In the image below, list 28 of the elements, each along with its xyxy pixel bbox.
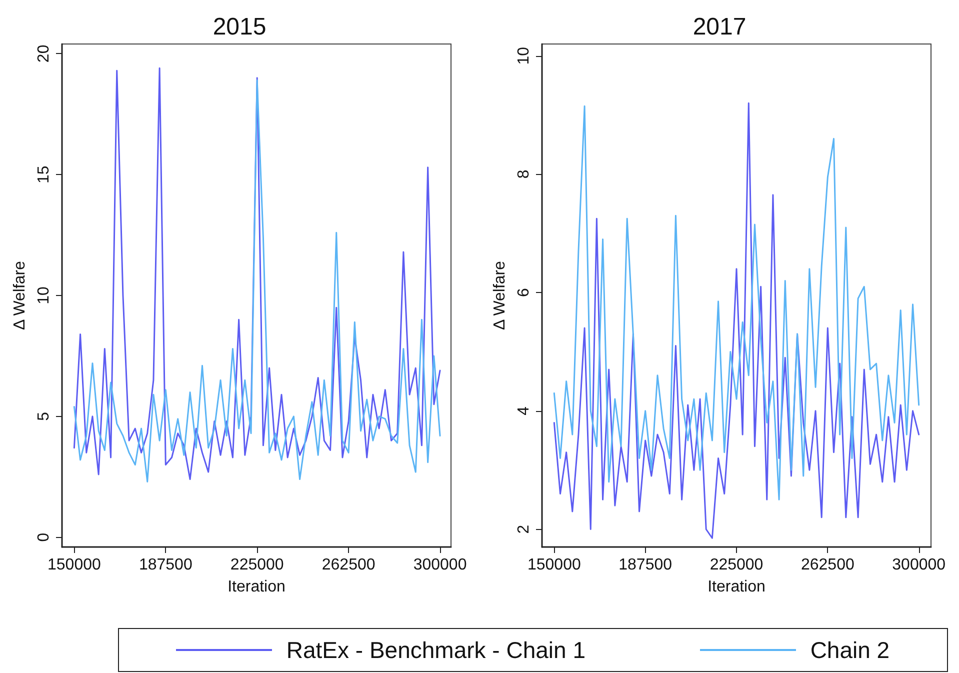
- y-tick-label: 10: [36, 286, 52, 304]
- x-tick-label: 262500: [800, 556, 854, 574]
- x-tick-label: 150000: [527, 556, 581, 574]
- legend-label: Chain 2: [810, 636, 890, 664]
- y-tick-label: 20: [36, 44, 52, 63]
- y-axis-title: Δ Welfare: [12, 260, 29, 330]
- x-tick-label: 150000: [48, 556, 101, 574]
- x-tick-label: 300000: [413, 556, 467, 574]
- x-tick-label: 187500: [138, 556, 192, 574]
- y-tick-label: 6: [516, 288, 532, 297]
- x-axis-title: Iteration: [228, 578, 286, 596]
- x-tick-label: 225000: [710, 556, 764, 574]
- x-tick-label: 262500: [322, 556, 376, 574]
- y-tick-label: 15: [36, 166, 52, 184]
- x-tick-label: 300000: [892, 556, 946, 574]
- y-tick-label: 0: [36, 532, 52, 542]
- y-tick-label: 8: [516, 170, 532, 179]
- x-tick-label: 225000: [230, 556, 284, 574]
- x-tick-label: 187500: [618, 556, 672, 574]
- y-axis-title: Δ Welfare: [492, 260, 509, 330]
- y-tick-label: 10: [516, 46, 532, 65]
- x-axis-title: Iteration: [708, 578, 766, 596]
- y-tick-label: 5: [36, 412, 52, 421]
- y-tick-label: 4: [516, 406, 532, 416]
- legend-label: RatEx - Benchmark - Chain 1: [286, 636, 586, 664]
- chart-title: 2017: [692, 14, 746, 40]
- chart-title: 2015: [212, 14, 266, 40]
- y-tick-label: 2: [516, 524, 532, 534]
